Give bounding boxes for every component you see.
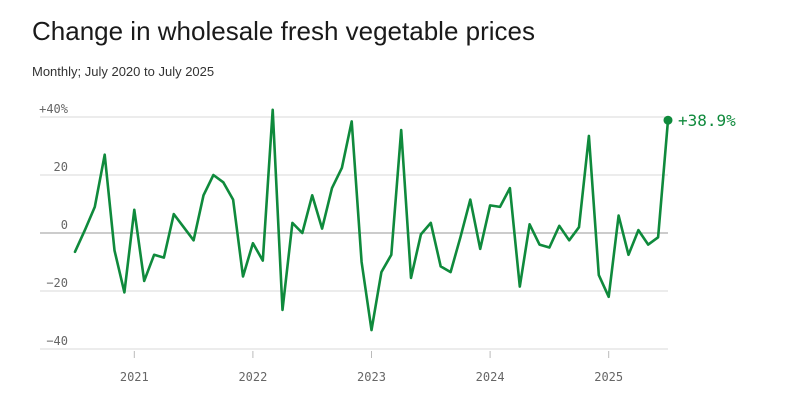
end-point-marker <box>663 115 673 125</box>
end-value-label: +38.9% <box>678 111 736 130</box>
y-axis-labels: +40% 20 0 −20 −40 <box>39 102 69 348</box>
y-tick-label: 0 <box>61 218 68 232</box>
y-tick-label: +40% <box>39 102 69 116</box>
x-tick-label: 2024 <box>476 370 505 384</box>
x-axis-labels: 2021 2022 2023 2024 2025 <box>120 351 623 384</box>
y-tick-label: 20 <box>54 160 68 174</box>
x-tick-label: 2025 <box>594 370 623 384</box>
y-tick-label: −20 <box>46 276 68 290</box>
x-tick-label: 2021 <box>120 370 149 384</box>
chart-subtitle: Monthly; July 2020 to July 2025 <box>32 64 215 79</box>
chart-title: Change in wholesale fresh vegetable pric… <box>32 16 535 46</box>
y-tick-label: −40 <box>46 334 68 348</box>
gridlines <box>40 116 668 350</box>
x-tick-label: 2022 <box>238 370 267 384</box>
series-line <box>73 108 670 332</box>
x-tick-label: 2023 <box>357 370 386 384</box>
